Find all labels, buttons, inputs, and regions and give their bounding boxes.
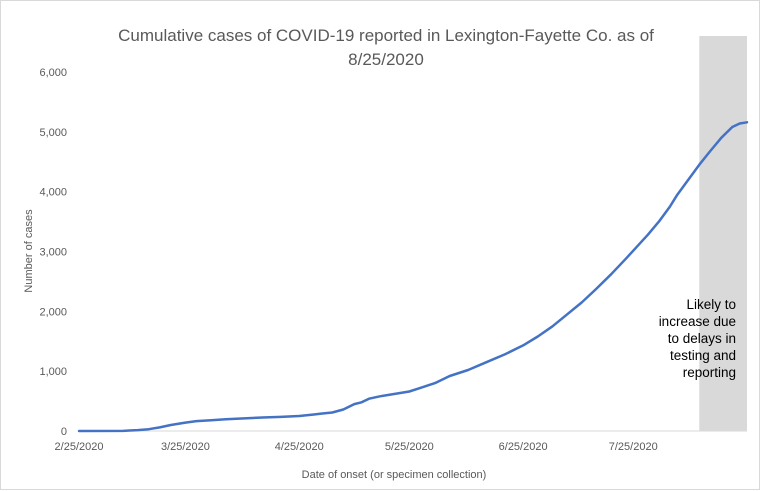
x-tick-label: 6/25/2020 — [499, 441, 548, 453]
y-tick-label: 2,000 — [39, 306, 67, 318]
y-tick-label: 4,000 — [39, 187, 67, 199]
chart-title-line2: 8/25/2020 — [348, 50, 424, 69]
shaded-note-line: increase due — [659, 314, 736, 329]
chart-title-line1: Cumulative cases of COVID-19 reported in… — [118, 26, 654, 45]
x-tick-label: 7/25/2020 — [609, 441, 658, 453]
y-tick-label: 6,000 — [39, 67, 67, 79]
y-tick-label: 5,000 — [39, 127, 67, 139]
series-layer — [77, 121, 749, 433]
y-tick-label: 0 — [61, 426, 67, 438]
shaded-region-layer — [699, 36, 747, 431]
x-axis-ticks: 2/25/2020 3/25/2020 4/25/2020 5/25/2020 6/25… — [55, 441, 658, 453]
shaded-region — [699, 36, 747, 431]
shaded-note-line: to delays in — [668, 331, 736, 346]
series-line — [77, 121, 749, 433]
y-tick-label: 3,000 — [39, 247, 67, 259]
y-tick-label: 1,000 — [39, 366, 67, 378]
y-axis-ticks: 0 1,000 2,000 3,000 4,000 5,000 6,000 — [39, 67, 67, 438]
y-axis-title: Number of cases — [23, 209, 35, 293]
shaded-note-line: reporting — [683, 365, 736, 380]
x-tick-label: 3/25/2020 — [161, 441, 210, 453]
x-axis-title: Date of onset (or specimen collection) — [302, 469, 487, 481]
shaded-note-line: testing and — [670, 348, 736, 363]
x-tick-label: 5/25/2020 — [385, 441, 434, 453]
x-tick-label: 2/25/2020 — [55, 441, 104, 453]
shaded-note-line: Likely to — [686, 297, 736, 312]
shaded-region-note: Likely to increase due to delays in testing… — [659, 297, 736, 380]
x-tick-label: 4/25/2020 — [275, 441, 324, 453]
